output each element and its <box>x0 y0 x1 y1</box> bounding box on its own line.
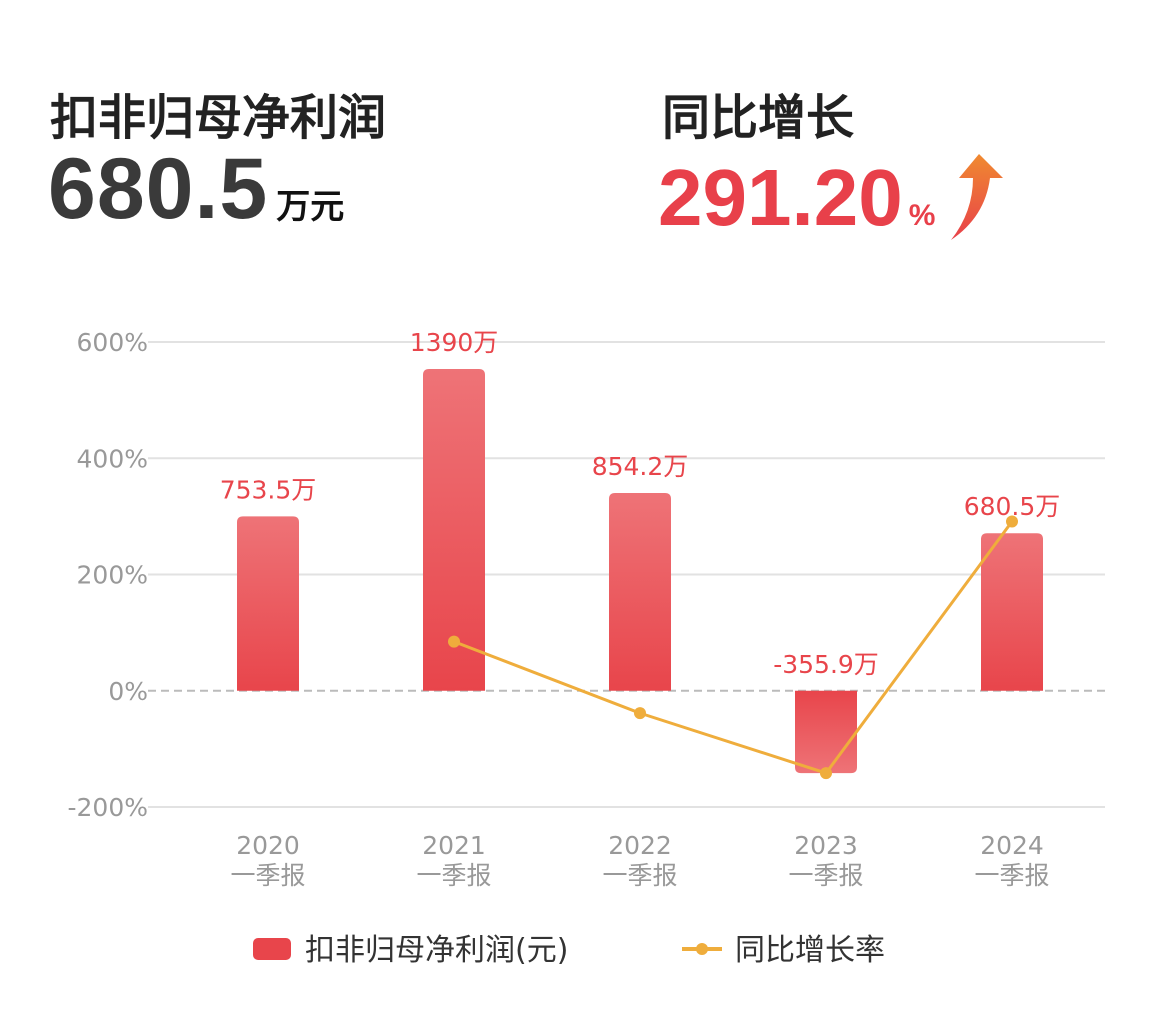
x-tick-label: 一季报 <box>230 861 305 890</box>
x-tick-label: 一季报 <box>974 861 1049 890</box>
growth-point <box>634 707 646 720</box>
bar-value-label: 854.2万 <box>592 452 689 481</box>
growth-point <box>448 635 460 648</box>
legend-line-dot <box>696 943 708 955</box>
bar <box>423 369 485 691</box>
legend-bar-swatch <box>253 938 291 960</box>
growth-value: 291.20 <box>658 153 903 242</box>
x-tick-label: 2024 <box>980 831 1044 860</box>
x-tick-label: 2020 <box>236 831 300 860</box>
legend-line-label: 同比增长率 <box>735 933 885 968</box>
metric-unit: 万元 <box>276 187 345 227</box>
bar-value-label: 1390万 <box>410 328 499 357</box>
metric-title: 扣非归母净利润 <box>50 90 387 146</box>
growth-title: 同比增长 <box>662 90 855 146</box>
legend-bar-label: 扣非归母净利润(元) <box>305 933 568 968</box>
bar-value-label: 680.5万 <box>964 492 1061 521</box>
bar <box>609 493 671 691</box>
x-tick-label: 2021 <box>422 831 486 860</box>
metric-value-row: 680.5 万元 <box>48 140 344 239</box>
x-tick-label: 一季报 <box>788 861 863 890</box>
growth-value-row: 291.20 % <box>658 152 1005 248</box>
y-tick-label: 200% <box>77 561 148 590</box>
x-tick-label: 一季报 <box>602 861 677 890</box>
bar <box>237 516 299 691</box>
y-tick-label: -200% <box>68 793 149 822</box>
y-tick-label: 400% <box>77 444 148 473</box>
metric-value: 680.5 <box>48 141 269 237</box>
y-tick-label: 600% <box>77 328 148 357</box>
x-tick-label: 2022 <box>608 831 672 860</box>
x-tick-label: 2023 <box>794 831 858 860</box>
growth-point <box>820 767 832 780</box>
bar-value-label: -355.9万 <box>773 650 879 679</box>
growth-unit: % <box>908 199 936 232</box>
y-tick-label: 0% <box>108 677 148 706</box>
growth-point <box>1006 515 1018 528</box>
arrow-up-icon <box>951 154 1004 240</box>
bar <box>795 690 857 774</box>
growth-line <box>453 520 1014 775</box>
bar-value-label: 753.5万 <box>220 475 317 504</box>
x-tick-label: 一季报 <box>416 861 491 890</box>
bar <box>981 533 1043 691</box>
